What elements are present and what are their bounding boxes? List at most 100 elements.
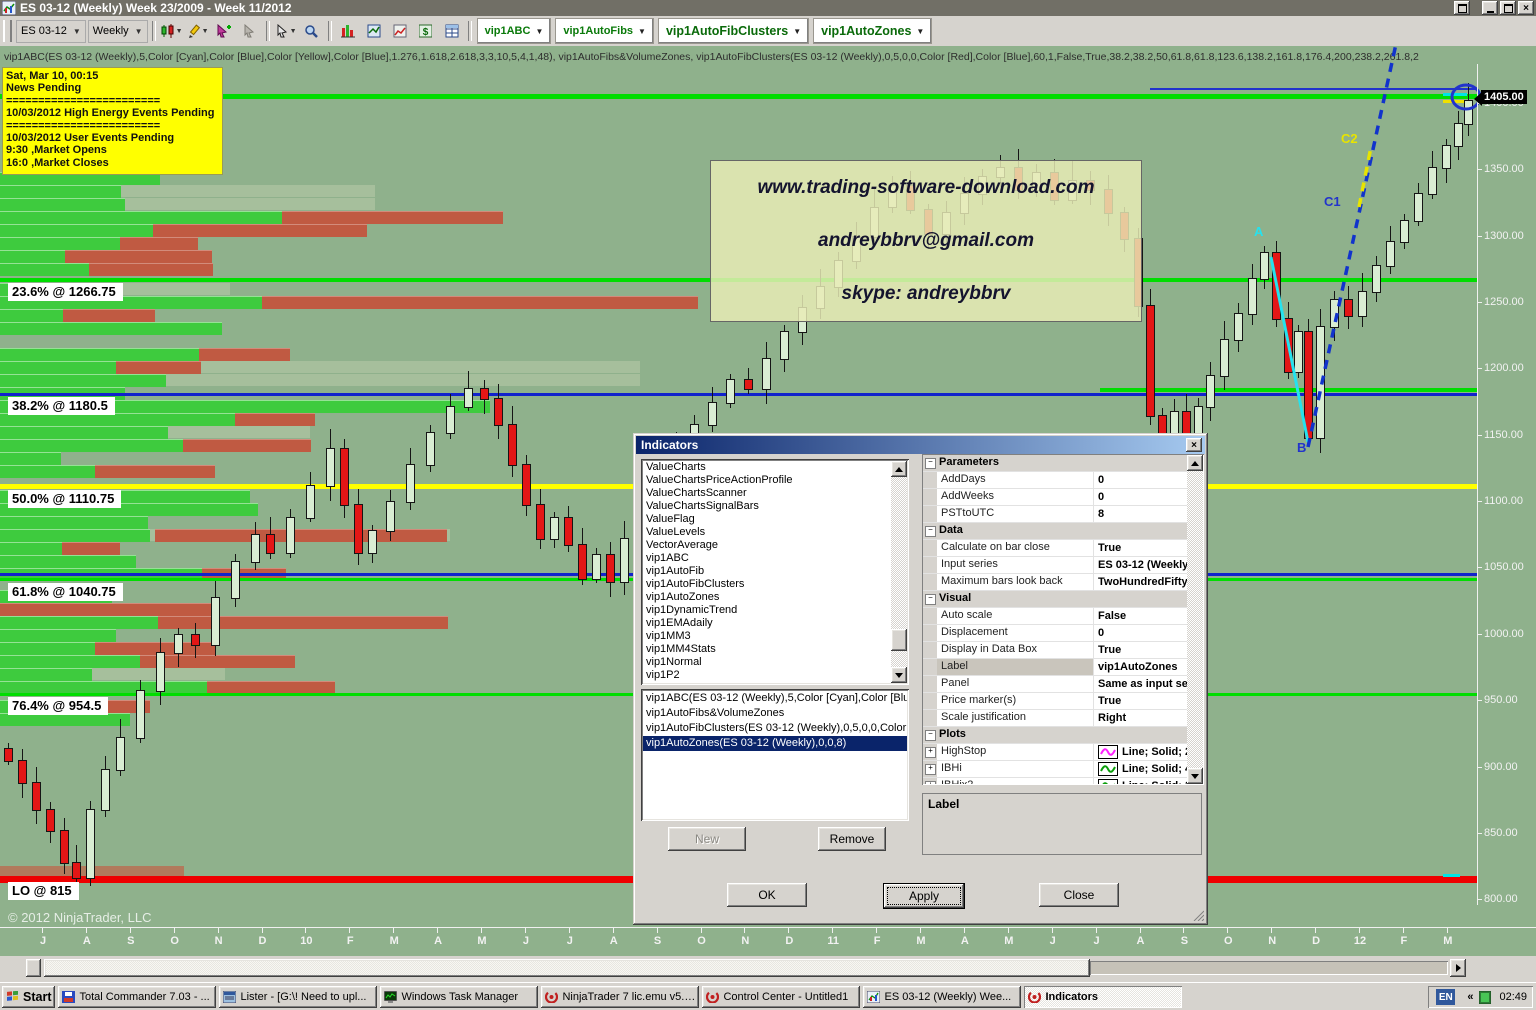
- property-value[interactable]: True: [1098, 643, 1122, 656]
- remove-marker-button[interactable]: [238, 20, 262, 42]
- collapse-icon[interactable]: −: [925, 730, 936, 741]
- property-section-plots[interactable]: − Plots: [923, 727, 1187, 744]
- taskbar-task-windows-task-manager[interactable]: Windows Task Manager: [380, 986, 538, 1008]
- property-row-auto-scale[interactable]: Auto scale False: [923, 608, 1187, 625]
- dialog-title-bar[interactable]: Indicators ×: [636, 436, 1205, 454]
- scroll-track[interactable]: [1090, 961, 1448, 975]
- property-row-maximum-bars-look-back[interactable]: Maximum bars look back TwoHundredFiftySix: [923, 574, 1187, 591]
- indicator-list-item[interactable]: ValueChartsPriceActionProfile: [646, 474, 793, 486]
- indicator-list-item[interactable]: ValueChartsScanner: [646, 487, 747, 499]
- data-grid-button[interactable]: [440, 20, 464, 42]
- available-indicators-list[interactable]: ValueCharts ValueChartsPriceActionProfile…: [641, 459, 909, 685]
- scroll-right-button[interactable]: [1450, 959, 1466, 977]
- tray-app-icon[interactable]: [1479, 990, 1492, 1004]
- cursor-mode-button[interactable]: ▼: [274, 20, 298, 42]
- property-row-display-in-data-box[interactable]: Display in Data Box True: [923, 642, 1187, 659]
- taskbar-task-indicators[interactable]: Indicators: [1024, 986, 1183, 1008]
- property-row-adddays[interactable]: AddDays 0: [923, 472, 1187, 489]
- close-button[interactable]: ×: [1518, 1, 1534, 15]
- language-indicator[interactable]: EN: [1436, 989, 1456, 1005]
- property-value[interactable]: ES 03-12 (Weekly): [1098, 558, 1187, 571]
- property-value[interactable]: Right: [1098, 711, 1127, 724]
- taskbar-task-lister-g-need-to-upl-[interactable]: Lister - [G:\! Need to upl...: [219, 986, 377, 1008]
- scroll-down-button[interactable]: [891, 667, 907, 683]
- collapse-icon[interactable]: −: [925, 458, 936, 469]
- expand-icon[interactable]: +: [925, 764, 936, 775]
- indicator-list-item[interactable]: vip1DynamicTrend: [646, 604, 738, 616]
- account-data-button[interactable]: $: [414, 20, 438, 42]
- scroll-thumb[interactable]: [891, 629, 907, 651]
- property-row-calculate-on-bar-close[interactable]: Calculate on bar close True: [923, 540, 1187, 557]
- toolbar-grip[interactable]: [3, 20, 12, 42]
- indicator-list-item[interactable]: vip1AutoZones: [646, 591, 720, 603]
- property-row-input-series[interactable]: Input series ES 03-12 (Weekly): [923, 557, 1187, 574]
- collapse-icon[interactable]: −: [925, 594, 936, 605]
- indicator-list-item[interactable]: vip1ABC: [646, 552, 689, 564]
- scroll-down-button[interactable]: [1187, 768, 1203, 784]
- mini-chart-button[interactable]: [388, 20, 412, 42]
- property-row-scale-justification[interactable]: Scale justification Right: [923, 710, 1187, 727]
- toolbar-button-vip1autofibclusters[interactable]: vip1AutoFibClusters ▼: [657, 18, 810, 44]
- indicator-list-item[interactable]: vip1AutoFib: [646, 565, 705, 577]
- restore-button[interactable]: [1500, 1, 1516, 15]
- property-value[interactable]: 0: [1098, 473, 1105, 486]
- taskbar-task-control-center-untitled1[interactable]: Control Center - Untitled1: [702, 986, 860, 1008]
- scroll-up-button[interactable]: [891, 461, 907, 477]
- apply-button[interactable]: Apply: [883, 883, 965, 909]
- property-section-visual[interactable]: − Visual: [923, 591, 1187, 608]
- property-value[interactable]: Line; Solid; 4px: [1094, 761, 1187, 777]
- indicator-list-item[interactable]: vip1EMAdaily: [646, 617, 713, 629]
- taskbar-task-ninjatrader-7-lic-emu-v5-06[interactable]: NinjaTrader 7 lic.emu v5.06: [541, 986, 699, 1008]
- available-list-scrollbar[interactable]: [891, 461, 907, 683]
- property-value[interactable]: Line; Solid; 2px: [1094, 744, 1187, 760]
- interval-selector[interactable]: Weekly ▼: [87, 19, 148, 43]
- scroll-up-button[interactable]: [1187, 455, 1203, 471]
- property-value[interactable]: 8: [1098, 507, 1105, 520]
- toolbar-button-vip1autozones[interactable]: vip1AutoZones ▼: [813, 18, 933, 44]
- property-row-psttoutc[interactable]: PSTtoUTC 8: [923, 506, 1187, 523]
- bar-type-button[interactable]: [336, 20, 360, 42]
- tray-chevron[interactable]: «: [1467, 991, 1474, 1003]
- property-value[interactable]: TwoHundredFiftySix: [1098, 575, 1187, 588]
- configured-indicators-list[interactable]: vip1ABC(ES 03-12 (Weekly),5,Color [Cyan]…: [641, 689, 909, 821]
- indicator-list-item[interactable]: ValueFlag: [646, 513, 695, 525]
- indicator-list-item[interactable]: ValueCharts: [646, 461, 706, 473]
- property-value[interactable]: False: [1098, 609, 1127, 622]
- collapse-icon[interactable]: −: [925, 526, 936, 537]
- property-value[interactable]: True: [1098, 694, 1122, 707]
- configured-indicator-item[interactable]: vip1AutoFibs&VolumeZones: [646, 707, 785, 719]
- property-row-label[interactable]: Label vip1AutoZones: [923, 659, 1187, 676]
- expand-icon[interactable]: +: [925, 747, 936, 758]
- scroll-thumb[interactable]: [44, 959, 1090, 977]
- close-dialog-button[interactable]: Close: [1039, 883, 1119, 907]
- property-row-ibhix2[interactable]: +IBHix2Line; Solid; 2px: [923, 778, 1187, 784]
- toolbar-button-vip1autofibs[interactable]: vip1AutoFibs ▼: [555, 18, 654, 44]
- chart-trader-button[interactable]: [362, 20, 386, 42]
- indicator-list-item[interactable]: ValueChartsSignalBars: [646, 500, 759, 512]
- ok-button[interactable]: OK: [727, 883, 807, 907]
- resize-grip[interactable]: [1192, 909, 1204, 921]
- configured-indicator-item[interactable]: vip1AutoZones(ES 03-12 (Weekly),0,0,8): [643, 736, 907, 751]
- configured-indicator-item[interactable]: vip1ABC(ES 03-12 (Weekly),5,Color [Cyan]…: [646, 692, 907, 704]
- add-marker-button[interactable]: [212, 20, 236, 42]
- new-button[interactable]: New: [668, 827, 746, 851]
- indicator-list-item[interactable]: vip1AutoFibClusters: [646, 578, 745, 590]
- property-value[interactable]: True: [1098, 541, 1122, 554]
- properties-scrollbar[interactable]: [1187, 455, 1203, 784]
- indicator-list-item[interactable]: VectorAverage: [646, 539, 718, 551]
- indicator-list-item[interactable]: ValueLevels: [646, 526, 706, 538]
- trend-line[interactable]: [1357, 146, 1373, 208]
- instrument-selector[interactable]: ES 03-12 ▼: [16, 19, 86, 43]
- taskbar-task-total-commander-7-03-[interactable]: Total Commander 7.03 - ...: [58, 986, 216, 1008]
- property-section-parameters[interactable]: − Parameters: [923, 455, 1187, 472]
- property-row-addweeks[interactable]: AddWeeks 0: [923, 489, 1187, 506]
- start-button[interactable]: Start: [2, 986, 55, 1008]
- minimize-button[interactable]: [1482, 1, 1498, 15]
- remove-button[interactable]: Remove: [818, 827, 886, 851]
- trend-line[interactable]: [1269, 256, 1310, 443]
- indicator-list-item[interactable]: vip1MM3: [646, 630, 691, 642]
- property-value[interactable]: Line; Solid; 2px: [1094, 778, 1187, 784]
- indicator-properties-grid[interactable]: − Parameters AddDays 0 AddWeeks 0 PSTtoUTC 8− Da…: [922, 454, 1204, 785]
- configured-indicator-item[interactable]: vip1AutoFibClusters(ES 03-12 (Weekly),0,…: [646, 722, 907, 734]
